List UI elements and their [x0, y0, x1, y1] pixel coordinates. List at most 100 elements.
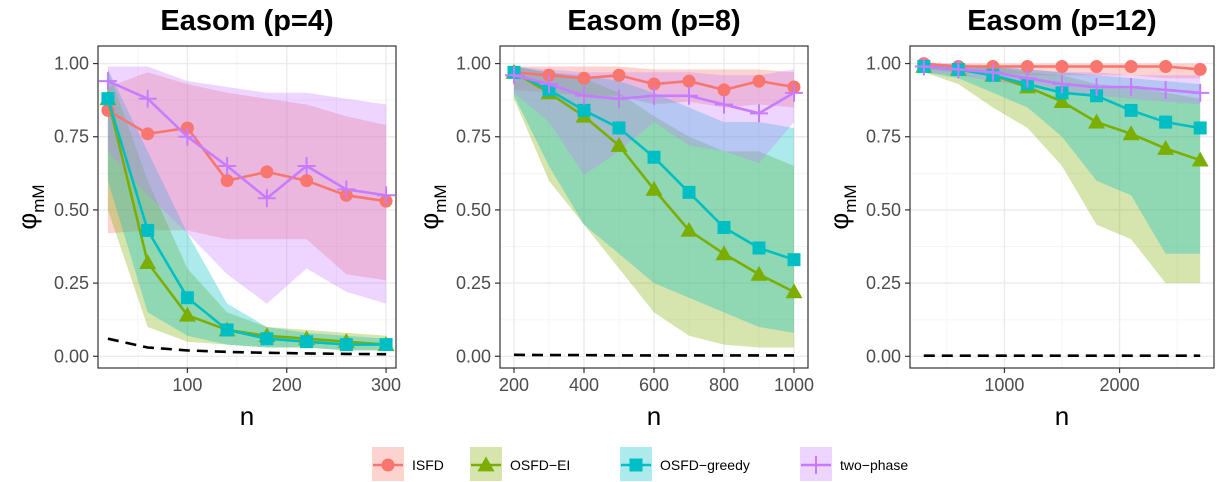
- x-axis-title: n: [240, 401, 254, 431]
- x-tick-label: 200: [499, 375, 529, 395]
- data-point-OSFD-greedy: [141, 223, 155, 237]
- data-point-ISFD: [1090, 59, 1104, 73]
- data-point-two-phase: [377, 186, 396, 205]
- data-point-two-phase: [715, 95, 733, 114]
- panel-title: Easom (p=12): [967, 5, 1156, 37]
- data-point-ISFD: [1055, 59, 1069, 73]
- data-point-ISFD: [1193, 62, 1207, 76]
- y-tick-label: 0.25: [54, 273, 89, 293]
- y-tick-label: 0.75: [866, 127, 901, 147]
- panel-border: [909, 45, 1215, 369]
- legend-label: ISFD: [412, 457, 444, 473]
- data-point-two-phase: [983, 63, 1002, 82]
- data-point-ISFD: [682, 74, 696, 88]
- panel-1: Easom (p=4) 0.00 0.25 0.50 0.75 1.00 100 200 300…: [12, 5, 401, 431]
- y-tick-label: 0.25: [866, 273, 901, 293]
- y-axis-title-subscript: mM: [841, 184, 860, 212]
- panel-title: Easom (p=8): [567, 5, 740, 37]
- x-tick-label: 600: [639, 375, 669, 395]
- y-tick-label: 0.75: [54, 127, 89, 147]
- y-axis-title: φmM: [414, 184, 450, 229]
- data-point-OSFD-greedy: [1124, 103, 1138, 117]
- data-point-OSFD-greedy: [101, 92, 115, 106]
- data-point-OSFD-greedy: [612, 121, 626, 135]
- data-point-OSFD-greedy: [577, 103, 591, 117]
- x-tick-label: 1000: [774, 375, 814, 395]
- data-point-ISFD: [1020, 59, 1034, 73]
- data-point-ISFD: [752, 74, 766, 88]
- legend-label: OSFD−EI: [510, 457, 570, 473]
- y-tick-label: 0.50: [456, 200, 491, 220]
- data-point-two-phase: [138, 89, 157, 108]
- x-tick-label: 300: [371, 375, 401, 395]
- legend-item-OSFD-greedy: OSFD−greedy: [620, 447, 750, 481]
- data-point-two-phase: [575, 86, 593, 105]
- legend-key-marker: [807, 456, 825, 474]
- data-point-OSFD-EI: [680, 221, 698, 237]
- data-point-OSFD-EI: [178, 306, 196, 322]
- data-point-two-phase: [540, 75, 558, 94]
- y-tick-label: 0.50: [866, 200, 901, 220]
- data-point-ISFD: [260, 165, 274, 179]
- y-axis-title-symbol: φ: [824, 213, 854, 230]
- data-point-OSFD-greedy: [752, 241, 766, 255]
- x-tick-label: 1000: [984, 375, 1024, 395]
- y-tick-label: 0.50: [54, 200, 89, 220]
- ribbon-OSFD-EI: [514, 66, 794, 348]
- legend-item-ISFD: ISFD: [372, 447, 444, 481]
- y-axis-title-symbol: φ: [12, 213, 42, 230]
- y-tick-label: 0.25: [456, 273, 491, 293]
- panel-border: [97, 45, 397, 369]
- y-axis-title: φmM: [824, 184, 860, 229]
- data-point-two-phase: [1087, 77, 1106, 96]
- y-tick-label: 0.00: [456, 346, 491, 366]
- data-point-two-phase: [337, 180, 356, 199]
- legend-label: OSFD−greedy: [660, 457, 750, 473]
- legend-label: two−phase: [840, 457, 908, 473]
- x-tick-label: 200: [272, 375, 302, 395]
- data-point-OSFD-greedy: [339, 338, 353, 352]
- data-point-OSFD-EI: [1088, 113, 1106, 129]
- legend-item-two-phase: two−phase: [800, 447, 908, 481]
- series-line-ISFD: [107, 109, 387, 203]
- data-point-OSFD-greedy: [1193, 121, 1207, 135]
- data-point-two-phase: [645, 86, 663, 105]
- data-point-OSFD-EI: [1122, 125, 1140, 141]
- y-tick-label: 1.00: [54, 54, 89, 74]
- y-tick-label: 0.00: [866, 346, 901, 366]
- legend: ISFD OSFD−EI OSFD−greedy two−phase: [372, 447, 908, 481]
- legend-item-OSFD-EI: OSFD−EI: [470, 447, 570, 481]
- data-point-ISFD: [717, 83, 731, 97]
- x-axis-title: n: [647, 401, 661, 431]
- y-tick-label: 1.00: [456, 54, 491, 74]
- data-point-OSFD-greedy: [220, 323, 234, 337]
- legend-key-marker: [629, 458, 643, 472]
- data-point-OSFD-greedy: [379, 338, 393, 352]
- y-axis-title-subscript: mM: [29, 184, 48, 212]
- data-point-ISFD: [1124, 59, 1138, 73]
- data-point-two-phase: [1018, 69, 1037, 88]
- data-point-OSFD-greedy: [717, 220, 731, 234]
- legend-key-marker: [381, 458, 395, 472]
- data-point-OSFD-EI: [715, 245, 733, 261]
- data-point-ISFD: [300, 174, 314, 188]
- panel-2: Easom (p=8) 0.00 0.25 0.50 0.75 1.00 200 400 600…: [414, 5, 814, 431]
- data-point-OSFD-greedy: [180, 291, 194, 305]
- data-point-OSFD-EI: [1053, 93, 1071, 108]
- data-point-two-phase: [1156, 80, 1175, 99]
- panel-title: Easom (p=4): [160, 5, 333, 37]
- data-point-two-phase: [505, 66, 523, 85]
- x-tick-label: 2000: [1100, 375, 1140, 395]
- series-line-OSFD-greedy: [106, 98, 387, 346]
- data-point-OSFD-greedy: [1159, 115, 1173, 129]
- y-axis-title-subscript: mM: [431, 184, 450, 212]
- y-axis-title: φmM: [12, 184, 48, 229]
- y-tick-label: 0.75: [456, 127, 491, 147]
- data-point-OSFD-EI: [139, 254, 157, 269]
- data-point-OSFD-EI: [750, 265, 768, 281]
- data-point-two-phase: [1191, 83, 1210, 102]
- data-point-ISFD: [647, 77, 661, 91]
- y-tick-label: 1.00: [866, 54, 901, 74]
- data-point-ISFD: [220, 174, 234, 188]
